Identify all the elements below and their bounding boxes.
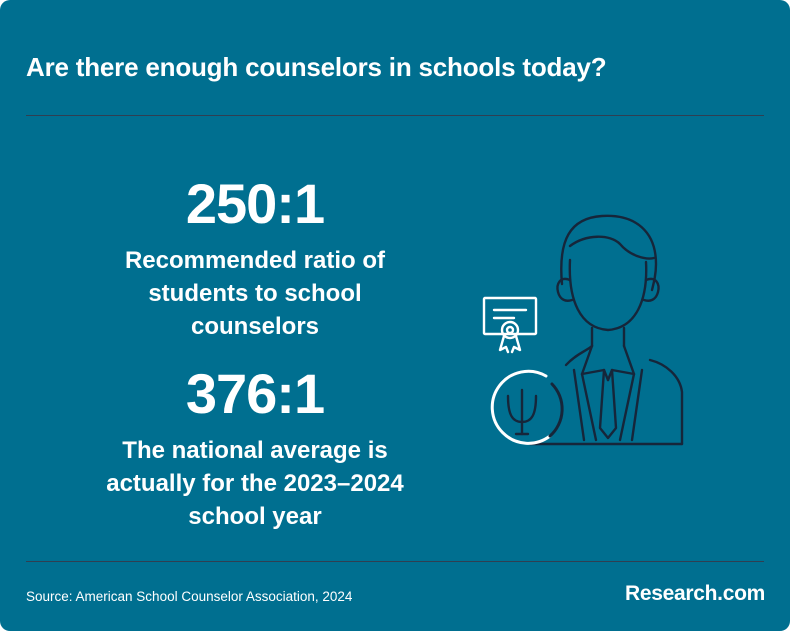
bottom-divider [26,561,764,562]
top-divider [26,115,764,116]
stat-description-recommended: Recommended ratio of students to school … [124,247,386,340]
counselor-person-icon [528,214,684,446]
counselor-illustration [482,214,684,446]
certificate-icon [482,296,538,354]
source-citation: Source: American School Counselor Associ… [26,589,353,604]
stat-description-national-average: The national average is actually for the… [106,437,404,530]
stat-value-national-average: 376:1 [185,362,325,425]
stat-national-average: 376:1 The national average is actually f… [60,366,450,533]
page-title: Are there enough counselors in schools t… [26,52,607,82]
brand-logo: Research.com [625,582,765,605]
stat-value-recommended: 250:1 [185,172,325,235]
psi-symbol-icon [490,369,564,445]
stat-recommended: 250:1 Recommended ratio of students to s… [60,176,450,343]
